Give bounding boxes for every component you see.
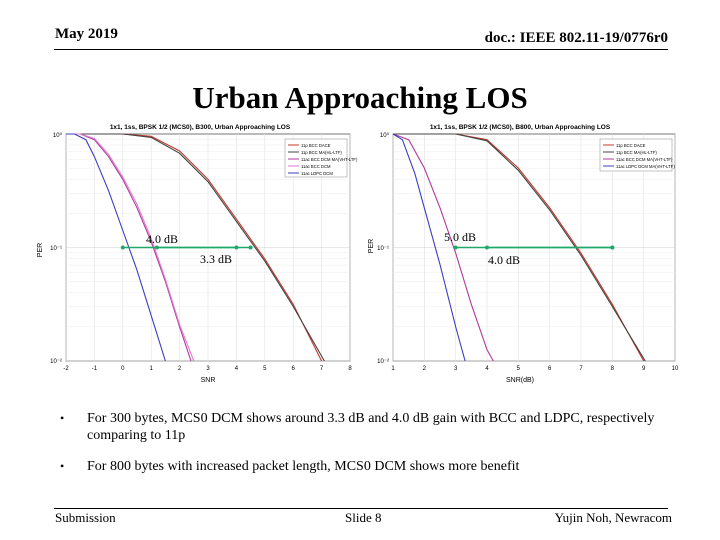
- slide-title: Urban Approaching LOS: [192, 80, 528, 115]
- footer-slide-number: Slide 8: [345, 510, 382, 525]
- footer-rule: [54, 508, 668, 509]
- x-axis-label: SNR: [201, 377, 216, 384]
- x-axis-label: SNR(dB): [506, 377, 534, 384]
- xtick-label: -2: [63, 366, 69, 372]
- xtick-label: 9: [642, 366, 646, 372]
- xtick-label: 10: [672, 366, 679, 372]
- xtick-label: 0: [121, 366, 125, 372]
- bullet-item: • For 300 bytes, MCS0 DCM shows around 3…: [60, 410, 680, 444]
- series-line: [393, 133, 646, 362]
- y-axis-label: PER: [368, 239, 375, 253]
- xtick-label: 2: [423, 366, 427, 372]
- header-doc-id: doc.: IEEE 802.11-19/0776r0: [484, 30, 668, 46]
- xtick-label: 1: [391, 366, 395, 372]
- ytick-label: 10⁻¹: [50, 246, 62, 252]
- header-rule: [54, 49, 668, 50]
- xtick-label: 5: [263, 366, 267, 372]
- series-line: [66, 133, 192, 362]
- legend-label: 11ac LDPC DCM MA(VHT-LTF): [616, 164, 675, 169]
- legend: 11p BCC DACE 11p BCC MA(HL-LTF) 11ac BCC D…: [284, 138, 358, 178]
- ytick-label: 10⁰: [380, 132, 390, 139]
- bullet-text: For 300 bytes, MCS0 DCM shows around 3.3…: [87, 411, 655, 443]
- gain-arrow-end: [610, 245, 615, 250]
- xtick-labels: -2 -1 0 1 2 3 4 5 6 7 8: [63, 366, 352, 372]
- xtick-label: 6: [548, 366, 552, 372]
- series-line: [66, 133, 325, 362]
- chart-title: 1x1, 1ss, BPSK 1/2 (MCS0), B800, Urban A…: [430, 124, 611, 131]
- series-line: [66, 133, 166, 362]
- y-axis-label: PER: [37, 243, 44, 257]
- ytick-label: 10⁻²: [377, 359, 389, 365]
- bullet-marker: •: [60, 459, 65, 473]
- xtick-label: 6: [292, 366, 296, 372]
- annotation-label-ldpc-gain: 3.3 dB: [200, 252, 233, 266]
- series-line: [392, 133, 494, 362]
- ytick-label: 10⁻¹: [377, 246, 389, 252]
- footer-author: Yujin Noh, Newracom: [554, 510, 672, 525]
- gain-arrow-end: [248, 245, 253, 250]
- xtick-label: -1: [92, 366, 98, 372]
- xtick-label: 4: [235, 366, 239, 372]
- series-lines: [392, 133, 646, 362]
- legend: 11p BCC DACE 11p BCC MA(HL-LTF) 11ac BCC D…: [599, 138, 675, 172]
- per-chart-b300: 1x1, 1ss, BPSK 1/2 (MCS0), B300, Urban A…: [37, 124, 358, 384]
- legend-label: 11ac LDPC DCM: [301, 171, 333, 176]
- xtick-label: 1: [150, 366, 154, 372]
- header-date: May 2019: [55, 26, 118, 42]
- gain-annotations: [453, 245, 615, 250]
- annotation-label-bcc-gain: 5.0 dB: [444, 230, 477, 244]
- legend-label: 11ac BCC DCM MA(VHT-LTF): [616, 157, 673, 162]
- annotation-label-ldpc-gain: 4.0 dB: [488, 253, 521, 267]
- gain-arrow-end: [154, 245, 159, 250]
- legend-label: 11p BCC DACE: [616, 143, 646, 148]
- xtick-label: 7: [579, 366, 583, 372]
- annotation-label-bcc-gain: 4.0 dB: [146, 232, 179, 246]
- chart-title: 1x1, 1ss, BPSK 1/2 (MCS0), B300, Urban A…: [110, 124, 291, 131]
- xtick-label: 3: [454, 366, 458, 372]
- gain-arrow-end: [485, 245, 489, 250]
- series-line: [392, 133, 466, 362]
- legend-label: 11ac BCC DCM: [301, 164, 331, 169]
- legend-label: 11p BCC MA(HL-LTF): [301, 150, 342, 155]
- bullet-list: • For 300 bytes, MCS0 DCM shows around 3…: [60, 410, 680, 489]
- series-line: [66, 133, 195, 362]
- bullet-item: • For 800 bytes with increased packet le…: [60, 458, 680, 475]
- ytick-label: 10⁻²: [50, 359, 62, 365]
- xtick-label: 8: [611, 366, 615, 372]
- gain-arrow-end: [120, 245, 125, 250]
- gain-arrow-end: [453, 245, 458, 250]
- bullet-marker: •: [60, 411, 65, 425]
- ytick-label: 10⁰: [53, 132, 63, 139]
- xtick-label: 8: [348, 366, 352, 372]
- legend-label: 11ac BCC DCM MA(VHT-LTF): [301, 157, 358, 162]
- bullet-text: For 800 bytes with increased packet leng…: [87, 459, 520, 474]
- legend-label: 11p BCC MA(HL-LTF): [616, 150, 657, 155]
- gain-annotations: [120, 245, 253, 250]
- legend-label: 11p BCC DACE: [301, 143, 331, 148]
- xtick-labels: 1 2 3 4 5 6 7 8 9 10: [391, 366, 679, 372]
- xtick-label: 3: [206, 366, 210, 372]
- per-chart-b800: 1x1, 1ss, BPSK 1/2 (MCS0), B800, Urban A…: [368, 124, 679, 384]
- xtick-label: 7: [320, 366, 324, 372]
- xtick-label: 5: [517, 366, 521, 372]
- xtick-label: 4: [485, 366, 489, 372]
- footer-submission: Submission: [55, 510, 116, 525]
- xtick-label: 2: [178, 366, 182, 372]
- series-lines: [66, 133, 325, 362]
